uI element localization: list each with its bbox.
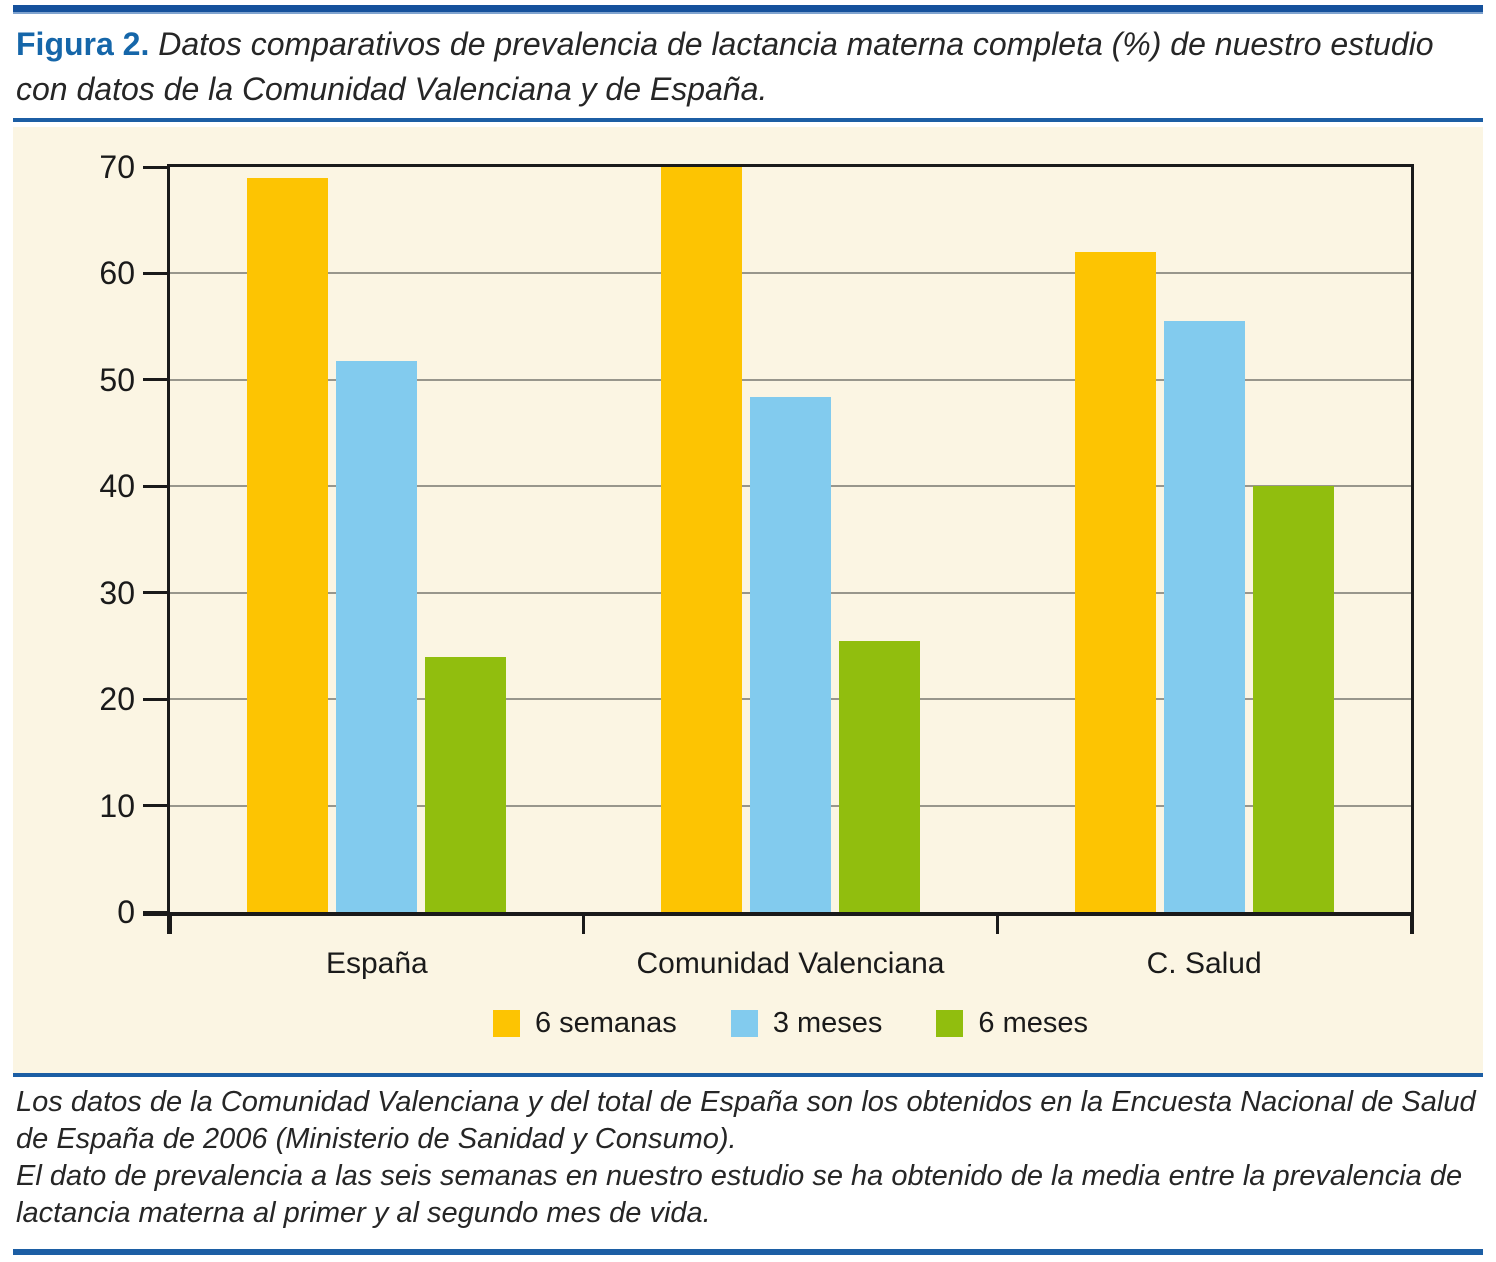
x-axis-tick — [168, 916, 172, 934]
y-axis-tick-label: 10 — [99, 787, 135, 824]
x-axis-tick — [582, 916, 586, 934]
bar — [1252, 486, 1334, 912]
category-labels: España Comunidad Valenciana C. Salud — [170, 947, 1411, 987]
y-axis-tick — [143, 165, 170, 169]
y-axis-tick-label: 30 — [99, 574, 135, 611]
legend-swatch — [492, 1010, 520, 1037]
bar — [425, 657, 507, 912]
figure-number-label: Figura 2. — [16, 26, 150, 62]
bar — [660, 167, 742, 912]
y-axis-line — [167, 167, 170, 934]
legend-label: 6 meses — [978, 1007, 1089, 1039]
category-label: Comunidad Valenciana — [636, 947, 945, 980]
y-axis-tick-label: 70 — [99, 149, 135, 185]
chart-panel: España Comunidad Valenciana C. Salud 6 sem… — [13, 127, 1483, 1073]
bar-group — [170, 167, 584, 912]
x-axis-line — [143, 912, 1414, 916]
legend-item: 6 meses — [936, 1007, 1088, 1040]
legend-item: 6 semanas — [492, 1007, 677, 1040]
plot-border-right — [1411, 167, 1414, 934]
gridline — [170, 272, 1411, 275]
bar — [336, 361, 418, 912]
x-axis-tick — [1409, 916, 1413, 934]
panel-divider — [13, 1073, 1483, 1077]
legend-label: 3 meses — [772, 1007, 883, 1039]
y-axis-tick — [143, 378, 170, 382]
y-axis-tick-label: 20 — [99, 681, 135, 718]
figure-caption: Datos comparativos de prevalencia de lac… — [16, 26, 1434, 108]
bottom-divider — [13, 1249, 1483, 1255]
y-axis-tick — [143, 910, 170, 914]
gridline — [170, 378, 1411, 381]
note-line: Los datos de la Comunidad Valenciana y d… — [16, 1086, 1476, 1155]
bar — [247, 178, 329, 912]
title-divider — [13, 118, 1483, 122]
bar — [838, 641, 920, 912]
y-axis-tick-label: 60 — [99, 255, 135, 292]
bar — [1074, 252, 1156, 912]
bar — [1163, 321, 1245, 912]
legend-label: 6 semanas — [534, 1007, 677, 1039]
bar-group — [997, 167, 1411, 912]
y-axis-tick — [143, 591, 170, 595]
y-axis-tick — [143, 804, 170, 808]
y-axis-tick — [143, 271, 170, 275]
category-label: C. Salud — [1146, 947, 1262, 980]
chart-legend: 6 semanas 3 meses 6 meses — [170, 1007, 1411, 1040]
y-axis-tick — [143, 697, 170, 701]
x-axis-tick — [995, 916, 999, 934]
figure-title: Figura 2. Datos comparativos de prevalen… — [16, 22, 1480, 113]
plot-area — [170, 167, 1411, 912]
note-line: El dato de prevalencia a las seis semana… — [16, 1160, 1463, 1229]
y-axis-tick — [143, 484, 170, 488]
legend-swatch — [936, 1010, 964, 1037]
y-axis-tick-label: 50 — [99, 361, 135, 398]
legend-item: 3 meses — [730, 1007, 883, 1040]
y-axis-tick-label: 40 — [99, 468, 135, 505]
top-divider — [13, 5, 1483, 14]
category-label: España — [325, 947, 428, 980]
bar — [749, 397, 831, 912]
bar-group — [584, 167, 998, 912]
legend-swatch — [730, 1010, 758, 1037]
y-axis-tick-label: 0 — [117, 894, 135, 930]
figure-notes: Los datos de la Comunidad Valenciana y d… — [16, 1084, 1482, 1232]
plot-border-top — [167, 164, 1414, 167]
